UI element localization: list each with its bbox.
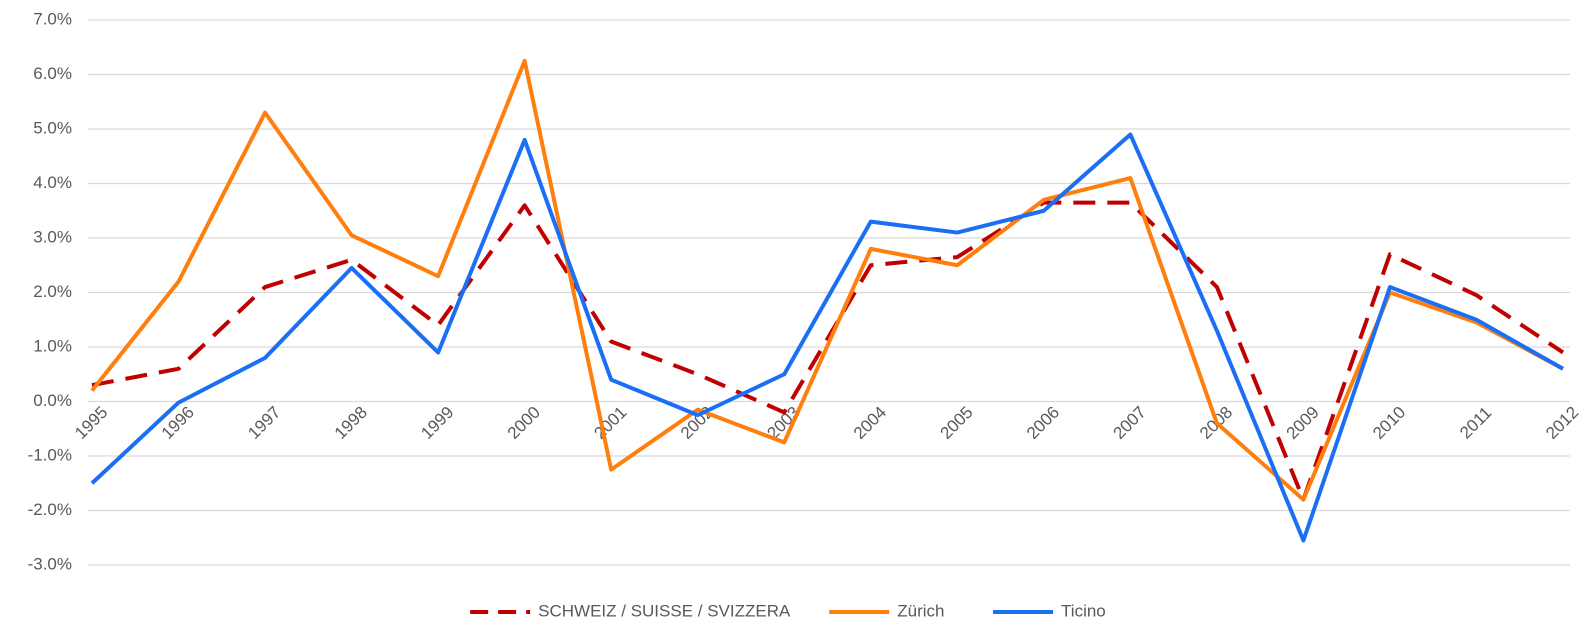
y-tick-label: 3.0% bbox=[33, 227, 72, 246]
series-line bbox=[90, 58, 1564, 502]
legend-label: SCHWEIZ / SUISSE / SVIZZERA bbox=[538, 601, 791, 620]
x-tick-label: 1997 bbox=[244, 403, 284, 443]
y-tick-label: -1.0% bbox=[28, 445, 72, 464]
y-tick-label: 2.0% bbox=[33, 282, 72, 301]
x-tick-label: 2011 bbox=[1456, 403, 1495, 442]
x-tick-label: 2006 bbox=[1023, 403, 1063, 443]
x-tick-label: 1996 bbox=[158, 403, 198, 443]
y-tick-label: 7.0% bbox=[33, 9, 72, 28]
x-tick-label: 2004 bbox=[850, 403, 890, 443]
x-tick-label: 2012 bbox=[1542, 403, 1582, 443]
x-tick-label: 2010 bbox=[1369, 403, 1409, 443]
series-line bbox=[90, 132, 1564, 543]
x-tick-label: 1999 bbox=[417, 403, 457, 443]
y-tick-label: -2.0% bbox=[28, 500, 72, 519]
x-tick-label: 1998 bbox=[331, 403, 371, 443]
series-line bbox=[91, 200, 1565, 502]
x-tick-label: 2009 bbox=[1283, 403, 1323, 443]
x-tick-label: 2007 bbox=[1110, 403, 1150, 443]
y-tick-label: 5.0% bbox=[33, 118, 72, 137]
legend-label: Zürich bbox=[897, 601, 944, 620]
y-tick-label: 0.0% bbox=[33, 391, 72, 410]
legend-label: Ticino bbox=[1061, 601, 1106, 620]
x-tick-label: 1995 bbox=[71, 403, 111, 443]
x-tick-label: 2000 bbox=[504, 403, 544, 443]
y-tick-label: 1.0% bbox=[33, 336, 72, 355]
x-tick-label: 2005 bbox=[936, 403, 976, 443]
y-tick-label: -3.0% bbox=[28, 554, 72, 573]
y-tick-label: 4.0% bbox=[33, 173, 72, 192]
y-tick-label: 6.0% bbox=[33, 64, 72, 83]
